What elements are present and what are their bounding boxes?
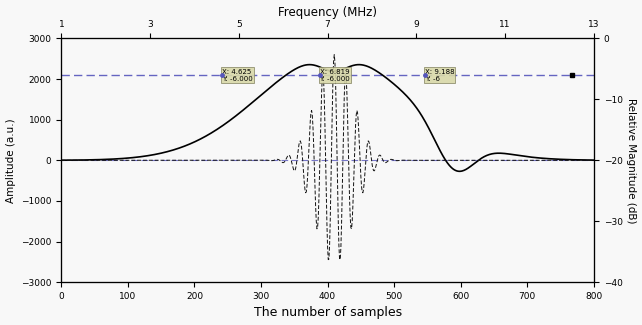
Text: X: 9.188
Y: -6: X: 9.188 Y: -6 (424, 69, 455, 82)
Y-axis label: Amplitude (a.u.): Amplitude (a.u.) (6, 118, 15, 202)
X-axis label: The number of samples: The number of samples (254, 306, 402, 319)
Y-axis label: Relative Magnitude (dB): Relative Magnitude (dB) (627, 98, 636, 223)
X-axis label: Frequency (MHz): Frequency (MHz) (278, 6, 377, 19)
Text: X: 4.625
Y: -6.000: X: 4.625 Y: -6.000 (222, 69, 253, 82)
Text: X: 6.819
Y: -6.000: X: 6.819 Y: -6.000 (320, 69, 351, 82)
